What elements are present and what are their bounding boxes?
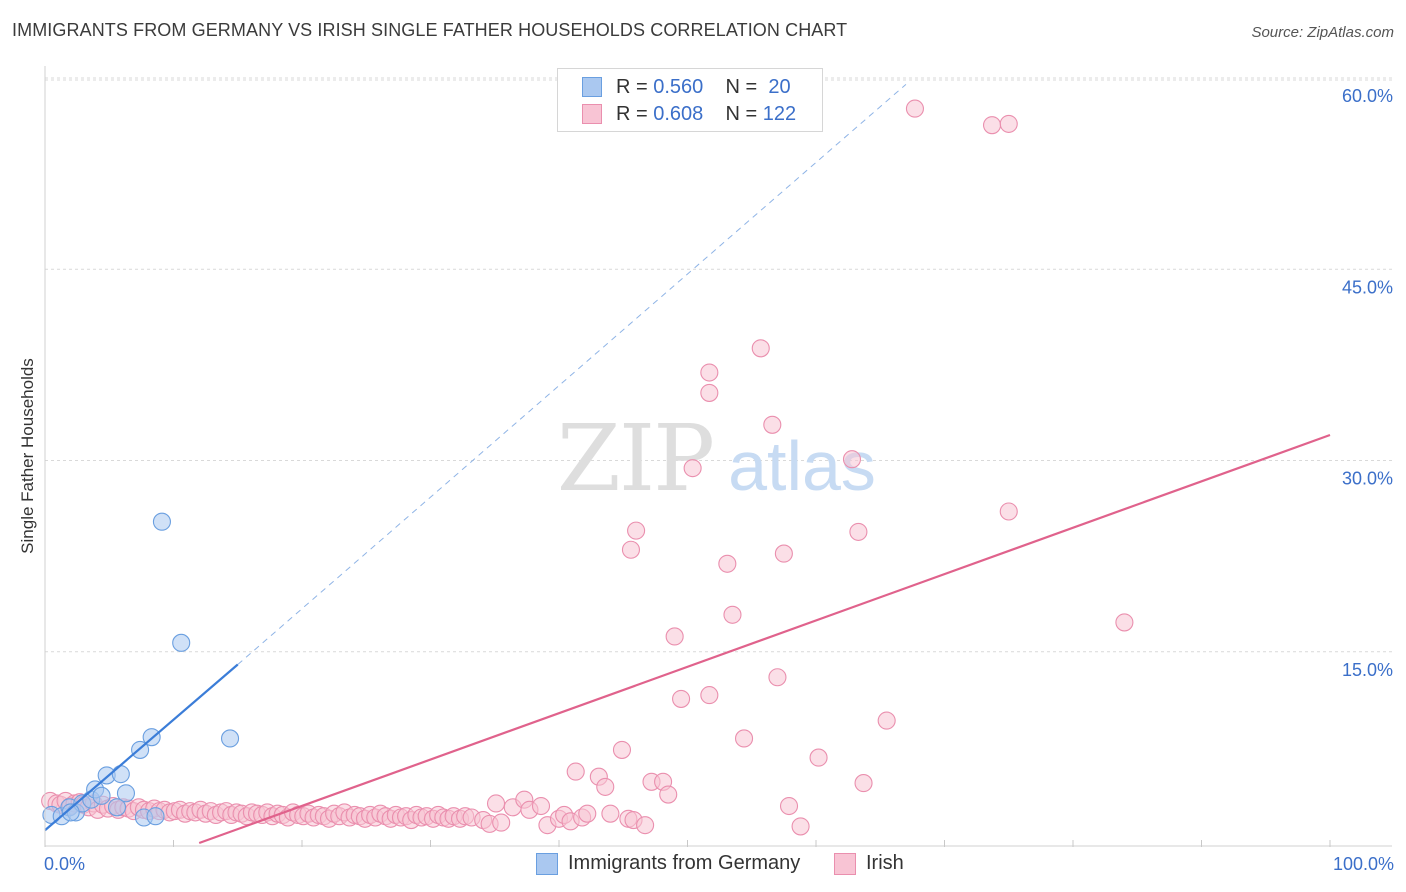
data-point-irish: [718, 554, 737, 573]
data-point-irish: [999, 114, 1018, 133]
data-point-irish: [531, 796, 551, 816]
data-point-irish: [751, 339, 770, 358]
legend-swatch-germany: [582, 77, 602, 97]
data-point-irish: [791, 817, 810, 836]
y-tick-label: 15.0%: [1342, 660, 1393, 680]
data-point-irish: [700, 363, 719, 382]
x-tick-label: 100.0%: [1333, 854, 1394, 874]
legend-item-irish[interactable]: Irish: [834, 852, 904, 875]
data-point-germany: [61, 803, 80, 822]
data-point-irish: [763, 415, 782, 434]
data-point-germany: [220, 729, 240, 748]
stats-legend: R = 0.560 N = 20 R = 0.608 N = 122: [557, 68, 823, 132]
legend-r-label: R =: [616, 102, 648, 125]
data-point-irish: [999, 502, 1018, 521]
data-point-irish: [566, 762, 585, 781]
data-point-irish: [842, 450, 862, 469]
trend-layer: [44, 83, 1331, 845]
data-point-irish: [1115, 613, 1134, 632]
legend-r-label: R =: [616, 75, 648, 98]
trend-line-germany-extrapolated: [237, 83, 907, 665]
data-point-irish: [877, 711, 896, 730]
legend-row-irish: R = 0.608 N = 122: [582, 101, 796, 127]
data-point-irish: [723, 605, 742, 624]
data-point-irish: [779, 796, 799, 816]
data-point-irish: [612, 740, 632, 759]
y-axis-label: Single Father Households: [18, 358, 37, 554]
data-point-irish: [486, 794, 506, 813]
watermark: ZIP atlas: [557, 405, 876, 512]
data-point-irish: [627, 521, 646, 540]
data-point-irish: [672, 689, 691, 708]
data-point-irish: [854, 774, 873, 793]
data-point-germany: [107, 798, 127, 817]
data-point-irish: [905, 99, 924, 118]
data-point-irish: [982, 116, 1002, 135]
data-point-germany: [111, 765, 130, 784]
data-point-irish: [849, 522, 868, 541]
data-point-irish: [683, 459, 702, 478]
data-point-irish: [774, 544, 793, 563]
data-point-irish: [734, 729, 754, 748]
legend-n-label: N =: [725, 75, 758, 98]
data-point-germany: [172, 633, 191, 652]
chart-title: IMMIGRANTS FROM GERMANY VS IRISH SINGLE …: [12, 20, 848, 40]
legend-row-germany: R = 0.560 N = 20: [582, 74, 791, 100]
legend-n-label: N =: [725, 102, 758, 125]
data-point-irish: [665, 627, 684, 646]
chart-source: Source: ZipAtlas.com: [1251, 24, 1394, 41]
legend-swatch-germany: [536, 852, 558, 875]
data-point-irish: [700, 686, 719, 705]
y-tick-label: 30.0%: [1342, 469, 1393, 489]
data-point-irish: [768, 668, 787, 687]
data-point-irish: [621, 540, 641, 559]
x-tick-label: 0.0%: [44, 854, 85, 874]
axis-layer: 15.0% 30.0% 45.0% 60.0% 0.0% 100.0%: [44, 66, 1394, 874]
y-tick-label: 60.0%: [1342, 86, 1393, 106]
trend-line-germany: [44, 663, 239, 832]
trend-line-irish: [198, 433, 1331, 845]
data-point-irish: [601, 804, 620, 823]
data-point-irish: [659, 785, 678, 804]
legend-n-value: 20: [768, 75, 791, 98]
data-point-irish: [809, 748, 828, 767]
data-point-germany: [116, 784, 136, 803]
data-point-irish: [636, 816, 655, 835]
legend-label-germany: Immigrants from Germany: [568, 852, 801, 874]
data-point-germany: [146, 807, 165, 826]
legend-item-germany[interactable]: Immigrants from Germany: [536, 852, 800, 875]
watermark-zip: ZIP: [557, 405, 713, 512]
legend-swatch-irish: [582, 104, 602, 124]
legend-r-value: 0.608: [653, 102, 704, 125]
legend-r-value: 0.560: [653, 75, 704, 98]
data-point-irish: [492, 813, 511, 832]
legend-swatch-irish: [834, 852, 856, 875]
data-point-germany: [152, 512, 171, 531]
data-point-irish: [596, 777, 615, 796]
legend-label-irish: Irish: [866, 852, 904, 874]
y-tick-label: 45.0%: [1342, 277, 1393, 297]
series-legend: Immigrants from Germany Irish: [0, 852, 1406, 878]
data-point-irish: [578, 804, 597, 823]
data-point-germany: [92, 786, 111, 805]
data-point-irish: [700, 383, 719, 402]
legend-n-value: 122: [762, 102, 797, 125]
